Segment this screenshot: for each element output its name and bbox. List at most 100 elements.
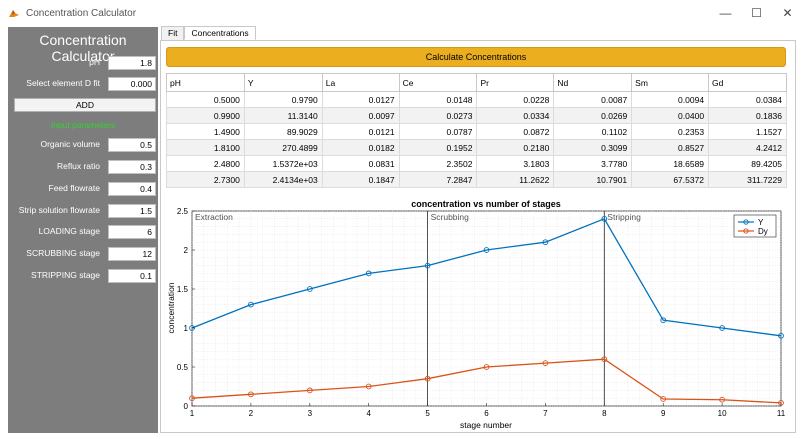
chart-title: concentration vs number of stages (411, 199, 561, 209)
table-cell[interactable]: 2.3502 (398, 155, 478, 172)
table-cell[interactable]: 0.1102 (553, 123, 633, 140)
x-tick-label: 2 (249, 409, 254, 418)
table-cell[interactable]: 2.4800 (166, 155, 245, 172)
stripping-stage-input[interactable]: 0.1 (108, 269, 156, 283)
table-row[interactable]: 2.7300 2.4134e+03 0.1847 7.2847 11.2622 … (166, 171, 787, 188)
table-cell[interactable]: 0.2180 (476, 139, 555, 156)
table-cell[interactable]: 1.4900 (166, 123, 245, 140)
table-cell[interactable]: 0.0384 (708, 91, 787, 108)
table-row[interactable]: 1.4900 89.9029 0.0121 0.0787 0.0872 0.11… (166, 123, 787, 140)
window-title: Concentration Calculator (26, 7, 137, 19)
data-point (424, 375, 431, 382)
table-row[interactable]: 0.9900 11.3140 0.0097 0.0273 0.0334 0.02… (166, 107, 787, 124)
legend[interactable]: YDy (733, 214, 777, 238)
table-cell[interactable]: 0.0148 (398, 91, 478, 108)
region-label: Stripping (607, 212, 641, 222)
column-header[interactable]: Ce (398, 73, 478, 92)
table-cell[interactable]: 0.0087 (553, 91, 633, 108)
table-cell[interactable]: 4.2412 (708, 139, 787, 156)
table-cell[interactable]: 0.0400 (631, 107, 710, 124)
legend-label: Y (758, 218, 764, 227)
organic-volume-input[interactable]: 0.5 (108, 138, 156, 152)
strip-solution-flowrate-input[interactable]: 1.5 (108, 204, 156, 218)
x-tick-label: 11 (777, 409, 786, 418)
column-header[interactable]: Sm (631, 73, 710, 92)
table-cell[interactable]: 0.0097 (321, 107, 400, 124)
table-row[interactable]: 2.4800 1.5372e+03 0.0831 2.3502 3.1803 3… (166, 155, 787, 172)
element-d-fit-label: Select element D fit (26, 78, 100, 88)
table-cell[interactable]: 0.0872 (476, 123, 555, 140)
data-point (248, 391, 254, 398)
scrubbing-stage-label: SCRUBBING stage (26, 248, 100, 258)
table-cell[interactable]: 89.9029 (243, 123, 323, 140)
table-cell[interactable]: 0.0787 (398, 123, 478, 140)
table-cell[interactable]: 0.0334 (476, 107, 555, 124)
element-d-fit-input[interactable]: 0.000 (108, 77, 156, 91)
table-cell[interactable]: 67.5372 (631, 171, 710, 188)
table-cell[interactable]: 3.1803 (476, 155, 555, 172)
table-cell[interactable]: 89.4205 (708, 155, 787, 172)
tab-fit[interactable]: Fit (161, 26, 185, 40)
table-cell[interactable]: 0.1952 (398, 139, 478, 156)
feed-flowrate-input[interactable]: 0.4 (108, 182, 156, 196)
data-point (719, 325, 725, 331)
x-axis-label: stage number (460, 420, 512, 430)
table-row[interactable]: 1.8100 270.4899 0.0182 0.1952 0.2180 0.3… (166, 139, 787, 156)
table-cell[interactable]: 311.7229 (708, 171, 787, 188)
table-cell[interactable]: 0.0127 (321, 91, 400, 108)
title-bar: Concentration Calculator — ☐ ✕ (0, 0, 803, 26)
table-cell[interactable]: 0.0228 (476, 91, 555, 108)
data-point (778, 332, 784, 339)
table-cell[interactable]: 2.4134e+03 (243, 171, 323, 188)
field-row: Organic volume 0.5 (8, 138, 158, 152)
table-cell[interactable]: 2.7300 (166, 171, 245, 188)
table-cell[interactable]: 0.9790 (243, 91, 323, 108)
loading-stage-input[interactable]: 6 (108, 225, 156, 239)
column-header[interactable]: Pr (476, 73, 555, 92)
calculate-concentrations-button[interactable]: Calculate Concentrations (166, 47, 786, 67)
column-header[interactable]: Y (243, 73, 323, 92)
table-cell[interactable]: 1.8100 (166, 139, 245, 156)
table-cell[interactable]: 10.7901 (553, 171, 633, 188)
x-tick-label: 6 (484, 409, 489, 418)
table-cell[interactable]: 0.0831 (321, 155, 400, 172)
table-row[interactable]: 0.5000 0.9790 0.0127 0.0148 0.0228 0.008… (166, 91, 787, 108)
table-cell[interactable]: 0.8527 (631, 139, 710, 156)
table-cell[interactable]: 270.4899 (243, 139, 323, 156)
data-point (542, 239, 549, 246)
table-cell[interactable]: 0.0121 (321, 123, 400, 140)
maximize-icon[interactable]: ☐ (751, 6, 762, 20)
table-cell[interactable]: 0.0269 (553, 107, 633, 124)
column-header[interactable]: Gd (708, 73, 787, 92)
table-cell[interactable]: 0.0273 (398, 107, 478, 124)
ph-input[interactable]: 1.8 (108, 56, 156, 70)
x-tick-label: 9 (661, 409, 666, 418)
column-header[interactable]: Nd (553, 73, 633, 92)
table-cell[interactable]: 0.2353 (631, 123, 710, 140)
table-cell[interactable]: 1.5372e+03 (243, 155, 323, 172)
scrubbing-stage-input[interactable]: 12 (108, 247, 156, 261)
table-cell[interactable]: 0.1847 (321, 171, 400, 188)
add-button[interactable]: ADD (14, 98, 156, 112)
concentration-chart[interactable]: Extraction Scrubbing Stripping 1 2 3 4 5 6 7 8 9 10… (161, 195, 796, 433)
table-cell[interactable]: 3.7780 (553, 155, 633, 172)
column-header[interactable]: pH (166, 73, 245, 92)
table-cell[interactable]: 7.2847 (398, 171, 478, 188)
data-point (424, 262, 431, 269)
minimize-icon[interactable]: — (719, 6, 732, 20)
input-parameters-label: Input parameters (50, 120, 116, 130)
close-icon[interactable]: ✕ (782, 6, 793, 20)
table-cell[interactable]: 0.0094 (631, 91, 710, 108)
table-cell[interactable]: 0.5000 (166, 91, 245, 108)
table-cell[interactable]: 0.1836 (708, 107, 787, 124)
table-cell[interactable]: 11.2622 (476, 171, 555, 188)
tab-concentrations[interactable]: Concentrations (184, 26, 256, 40)
table-cell[interactable]: 0.9900 (166, 107, 245, 124)
table-cell[interactable]: 1.1527 (708, 123, 787, 140)
table-cell[interactable]: 18.6589 (631, 155, 710, 172)
table-cell[interactable]: 11.3140 (243, 107, 323, 124)
reflux-ratio-input[interactable]: 0.3 (108, 160, 156, 174)
table-cell[interactable]: 0.0182 (321, 139, 400, 156)
table-cell[interactable]: 0.3099 (553, 139, 633, 156)
column-header[interactable]: La (321, 73, 400, 92)
